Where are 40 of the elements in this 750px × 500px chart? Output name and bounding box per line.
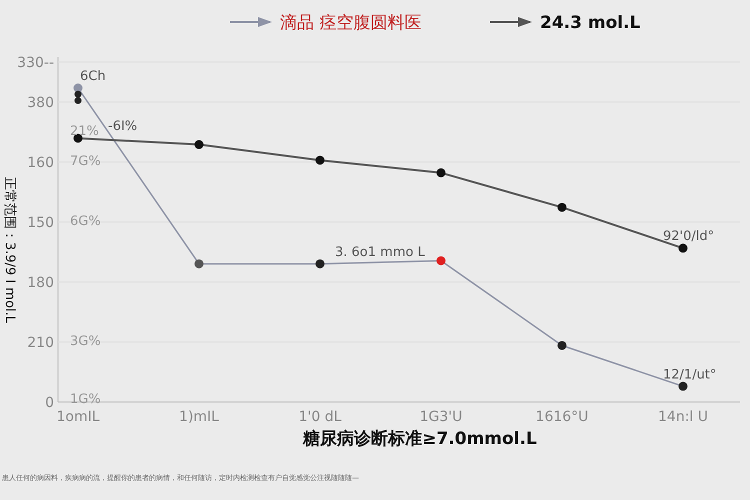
point <box>194 140 204 150</box>
x-axis-title: 糖尿病诊断标准≥7.0mmol.L <box>302 429 537 449</box>
x-tick-label: 1'0 dL <box>298 409 342 425</box>
annotation: 7G% <box>70 154 101 169</box>
legend-label: 24.3 mol.L <box>540 13 641 33</box>
text: 0 <box>45 395 54 411</box>
annotation: 1G% <box>70 392 101 407</box>
text: 150 <box>27 215 54 231</box>
point <box>558 202 566 212</box>
point <box>436 168 446 178</box>
text: 210 <box>27 335 54 351</box>
point <box>316 156 324 165</box>
annotation: 6G% <box>70 214 101 229</box>
x-tick-label: 1omIL <box>56 409 100 425</box>
annotation: 3. 6o1 mmo L <box>335 244 426 260</box>
point <box>678 382 688 391</box>
point <box>558 340 566 350</box>
text: 160 <box>27 155 54 171</box>
x-tick-label: 1G3'U <box>420 409 462 425</box>
text: 180 <box>27 275 54 291</box>
legend-label: 滴品 痉空腹圆料医 <box>280 13 422 33</box>
point <box>194 259 204 268</box>
point <box>74 97 82 104</box>
y-axis-title: 正常范围：3.9/9 I mol.L <box>2 176 17 324</box>
point <box>316 259 324 268</box>
annotation: 12/1/ut° <box>663 367 716 382</box>
point <box>678 244 688 253</box>
annotation: 21% <box>70 124 99 139</box>
annotation: 92'0/ld° <box>663 229 714 244</box>
point <box>436 256 446 266</box>
text: 380 <box>27 95 54 111</box>
point <box>74 84 82 92</box>
x-tick-label: 14n:l U <box>658 409 708 425</box>
point <box>74 90 82 98</box>
text: 330-- <box>17 55 54 71</box>
annotation: 3G% <box>70 334 101 349</box>
x-tick-label: 1)mIL <box>179 409 220 425</box>
annotation: 6Ch <box>80 69 106 84</box>
x-tick-label: 1616°U <box>536 409 588 425</box>
annotation: -6I% <box>108 119 138 134</box>
